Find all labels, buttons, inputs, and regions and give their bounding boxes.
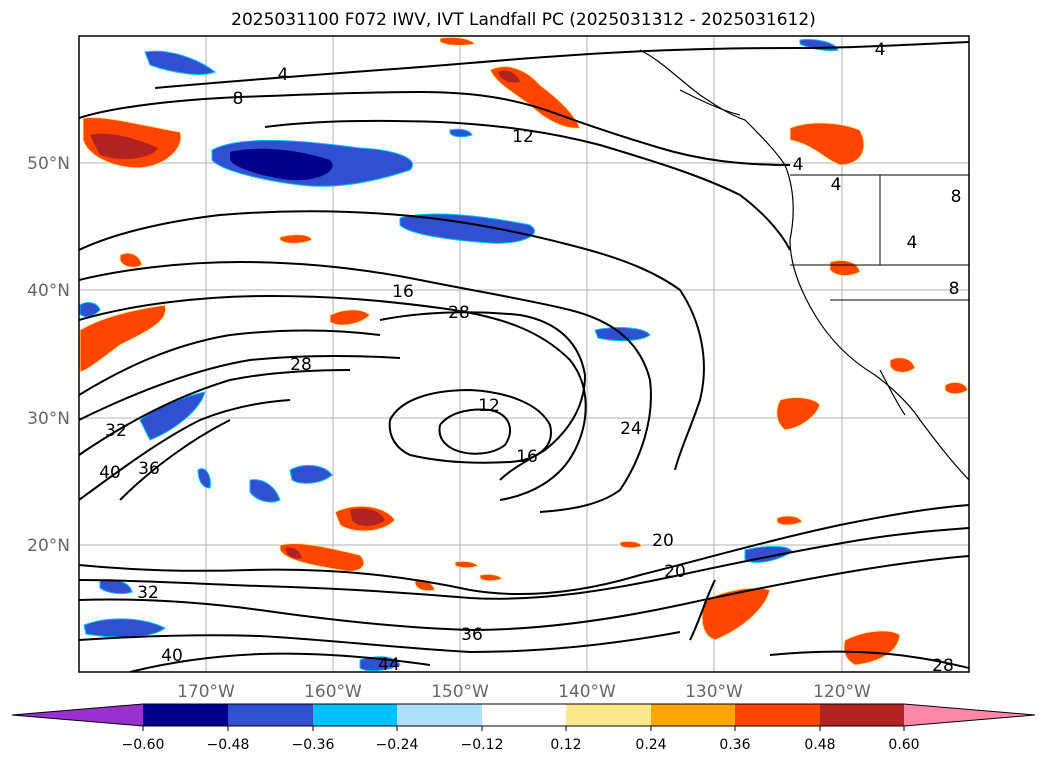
contour-label: 40	[99, 463, 121, 483]
colorbar-segment	[228, 704, 313, 726]
contour-label: 4	[278, 65, 289, 85]
contour-label: 36	[461, 625, 483, 645]
contour-label: 4	[907, 233, 918, 253]
lon-tick-label: 140°W	[558, 682, 616, 702]
colorbar-segment	[313, 704, 397, 726]
contour-label: 44	[378, 655, 400, 675]
colorbar-tick-label: −0.24	[376, 737, 419, 753]
colorbar-segment	[482, 704, 566, 726]
negative-anomaly-shading	[79, 39, 839, 672]
contour-labels: 4 4 4 4 4 8 8 8 12 12 16 16 20 20 24 28 …	[99, 40, 961, 676]
contour-label: 36	[138, 459, 160, 479]
colorbar: −0.60 −0.48 −0.36 −0.24 −0.12 0.12 0.24 …	[11, 703, 1036, 753]
colorbar-tick-label: 0.24	[635, 737, 666, 753]
lon-tick-label: 130°W	[685, 682, 743, 702]
contour-label: 12	[512, 127, 534, 147]
colorbar-segment	[651, 704, 735, 726]
colorbar-tick-label: −0.12	[461, 737, 504, 753]
lat-tick-label: 30°N	[27, 409, 70, 429]
contour-label: 20	[652, 531, 674, 551]
contour-label: 8	[233, 89, 244, 109]
colorbar-tick-label: 0.12	[550, 737, 581, 753]
iwv-contours	[79, 41, 969, 672]
contour-label: 28	[932, 656, 954, 676]
contour-label: 16	[516, 447, 538, 467]
colorbar-tick-label: −0.60	[122, 737, 165, 753]
positive-anomaly-shading	[79, 36, 969, 666]
contour-label: 20	[664, 562, 686, 582]
contour-label: 16	[392, 282, 414, 302]
contour-label: 4	[793, 155, 804, 175]
lon-tick-label: 120°W	[813, 682, 871, 702]
colorbar-segment	[735, 704, 820, 726]
contour-label: 40	[161, 646, 183, 666]
lon-tick-label: 150°W	[431, 682, 489, 702]
colorbar-max-extension	[904, 704, 1035, 726]
land-boundaries	[790, 174, 969, 301]
colorbar-tick-label: 0.60	[888, 737, 919, 753]
figure-title: 2025031100 F072 IWV, IVT Landfall PC (20…	[231, 10, 816, 30]
contour-label: 12	[478, 396, 500, 416]
colorbar-tick-label: −0.48	[207, 737, 250, 753]
lat-tick-label: 40°N	[27, 281, 70, 301]
colorbar-tick-label: −0.36	[292, 737, 335, 753]
contour-label: 8	[949, 279, 960, 299]
colorbar-segment	[820, 704, 904, 726]
coastline	[639, 49, 969, 481]
lon-tick-label: 160°W	[304, 682, 362, 702]
colorbar-segment	[397, 704, 482, 726]
lon-tick-label: 170°W	[177, 682, 235, 702]
contour-label: 28	[290, 355, 312, 375]
colorbar-tick-label: 0.48	[804, 737, 835, 753]
latitude-labels: 50°N 40°N 30°N 20°N	[27, 154, 70, 556]
map-frame	[78, 35, 970, 673]
colorbar-min-extension	[12, 704, 143, 726]
lat-tick-label: 50°N	[27, 154, 70, 174]
longitude-labels: 170°W 160°W 150°W 140°W 130°W 120°W	[177, 682, 871, 702]
contour-label: 4	[875, 40, 886, 60]
colorbar-tick-label: 0.36	[719, 737, 750, 753]
lat-tick-label: 20°N	[27, 536, 70, 556]
contour-label: 28	[448, 303, 470, 323]
colorbar-segment	[143, 704, 228, 726]
colorbar-segment	[566, 704, 651, 726]
contour-label: 4	[831, 175, 842, 195]
contour-label: 32	[137, 583, 159, 603]
contour-label: 32	[105, 421, 127, 441]
contour-label: 8	[951, 187, 962, 207]
contour-label: 24	[620, 419, 642, 439]
